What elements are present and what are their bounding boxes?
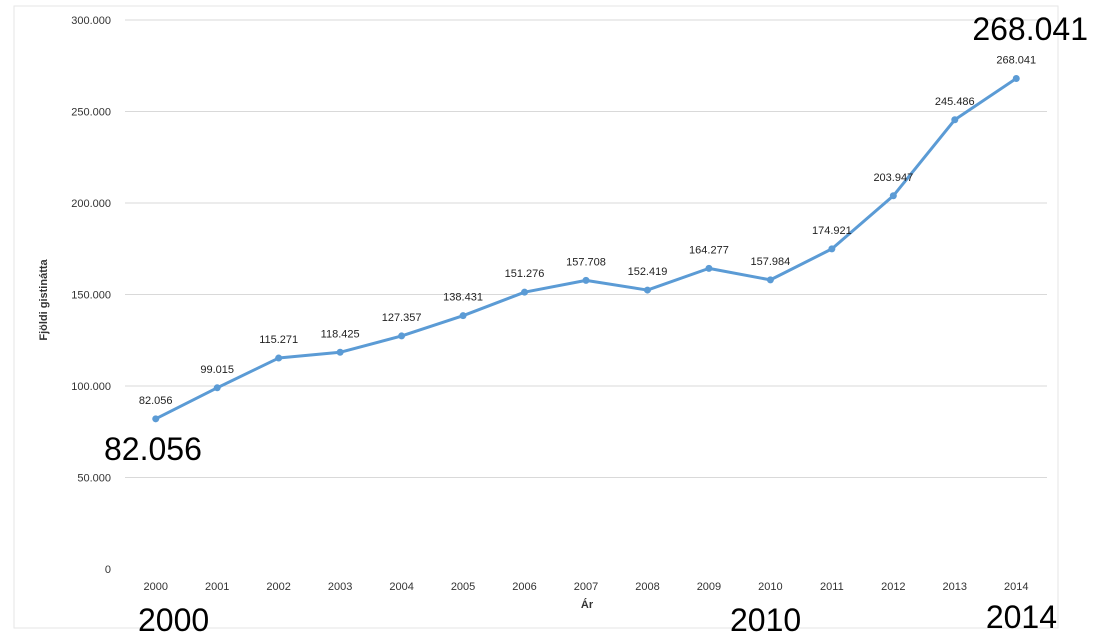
y-axis-title: Fjöldi gistinátta [38,258,50,340]
y-tick-label: 300.000 [71,15,111,27]
data-label: 157.708 [566,256,606,268]
data-label: 151.276 [505,268,545,280]
data-label: 115.271 [259,334,298,346]
data-label: 152.419 [628,266,668,278]
data-point [213,384,221,392]
data-point [951,116,959,124]
callout-end-value: 268.041 [972,11,1088,47]
data-point [275,354,283,362]
data-label: 82.056 [139,395,173,407]
data-label: 164.277 [689,244,729,256]
y-tick-label: 150.000 [71,290,111,302]
y-tick-label: 100.000 [71,381,111,393]
callout-year-mid: 2010 [730,602,801,634]
x-tick-label: 2006 [512,581,536,593]
data-label: 99.015 [200,364,234,376]
data-label: 268.041 [996,54,1036,66]
data-label: 157.984 [751,256,791,268]
x-tick-labels: 2000 2001 2002 2003 2004 2005 2006 2007 2008 2009… [143,581,1028,593]
data-label: 127.357 [382,312,422,324]
data-label: 174.921 [812,225,852,237]
data-label: 245.486 [935,96,975,108]
plot-frame [13,5,1059,629]
data-point [643,286,651,294]
x-tick-label: 2007 [574,581,598,593]
data-label: 138.431 [443,292,483,304]
data-point [1012,74,1020,82]
x-tick-label: 2010 [758,581,782,593]
x-tick-label: 2011 [820,581,844,593]
x-tick-label: 2002 [266,581,290,593]
data-point [766,276,774,284]
y-tick-label: 200.000 [71,198,111,210]
data-point [705,264,713,272]
x-tick-label: 2000 [143,581,167,593]
y-tick-label: 250.000 [71,107,111,119]
data-point [521,288,529,296]
data-labels: 82.056 99.015 115.271 118.425 127.357 138.431… [139,54,1036,406]
x-tick-label: 2003 [328,581,352,593]
y-tick-label: 50.000 [77,473,111,485]
callout-year-end: 2014 [986,599,1057,634]
y-tick-labels: 0 50.000 100.000 150.000 200.000 250.000 300.0… [71,15,111,576]
data-label: 203.947 [873,172,913,184]
x-tick-label: 2001 [205,581,229,593]
data-point [582,276,590,284]
callout-year-start: 2000 [138,602,209,634]
y-tick-label: 0 [105,564,111,576]
x-tick-label: 2009 [697,581,721,593]
x-tick-label: 2005 [451,581,475,593]
data-point [828,245,836,253]
x-tick-label: 2008 [635,581,659,593]
data-point [889,192,897,200]
x-axis-title: Ár [581,598,594,611]
x-tick-label: 2013 [943,581,967,593]
data-point [398,332,406,340]
series-line-group [152,74,1020,423]
x-tick-label: 2014 [1004,581,1028,593]
data-point [152,415,160,423]
data-point [336,348,344,356]
callout-start-value: 82.056 [104,431,202,467]
x-tick-label: 2004 [389,581,413,593]
data-label: 118.425 [321,328,360,340]
gridlines [125,19,1047,478]
data-point [459,312,467,320]
x-tick-label: 2012 [881,581,905,593]
